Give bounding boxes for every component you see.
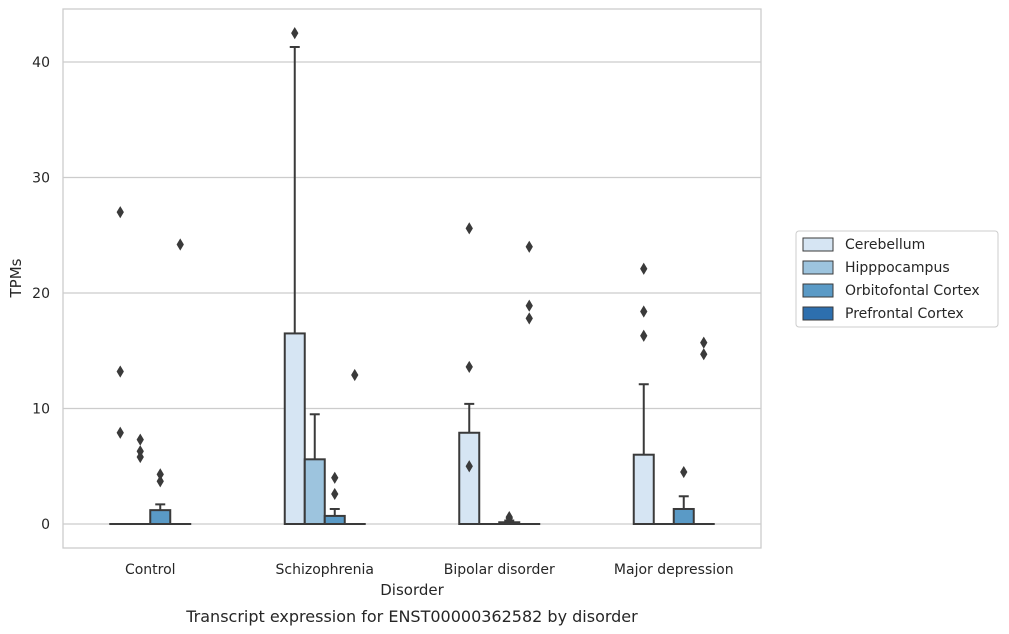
outlier-point: [525, 299, 533, 312]
box-group: [692, 336, 715, 526]
legend-label: Orbitofontal Cortex: [845, 283, 980, 299]
chart-caption: Transcript expression for ENST0000036258…: [185, 607, 638, 626]
outlier-point: [465, 222, 473, 235]
x-tick-label: Bipolar disorder: [444, 562, 555, 578]
x-axis-label: Disorder: [380, 581, 444, 599]
box: [672, 507, 695, 525]
y-tick-label: 30: [32, 171, 50, 187]
box: [303, 458, 326, 526]
box-group: [149, 468, 172, 526]
box: [149, 509, 172, 526]
outlier-point: [700, 348, 708, 361]
plot-area: [63, 9, 761, 548]
y-tick-labels: 0 10 20 30 40: [32, 55, 50, 533]
outlier-point: [505, 512, 513, 525]
y-tick-label: 20: [32, 286, 50, 302]
x-tick-label: Control: [125, 562, 176, 578]
box-group: [498, 510, 521, 526]
outlier-point: [680, 465, 688, 479]
outlier-point: [465, 360, 473, 374]
y-tick-label: 10: [32, 402, 50, 418]
outlier-point: [176, 238, 184, 251]
legend-swatch: [802, 306, 834, 321]
y-tick-label: 0: [41, 517, 50, 533]
box-group: [672, 465, 695, 525]
legend-frame: [795, 230, 999, 328]
box-group: [518, 240, 541, 526]
legend-label: Prefrontal Cortex: [845, 306, 964, 322]
box-group: [343, 368, 366, 526]
legend-items: Cerebellum Hipppocampus Orbitofontal Corte…: [802, 237, 980, 322]
box-group: [283, 27, 306, 525]
legend-swatch: [802, 237, 834, 252]
outlier-point: [525, 240, 533, 253]
outlier-point: [465, 460, 473, 473]
box-group: [458, 222, 481, 526]
x-tick-labels: Control Schizophrenia Bipolar disorder Majo…: [125, 562, 734, 578]
box: [458, 431, 481, 526]
legend-label: Hipppocampus: [845, 260, 950, 276]
box-group: [169, 238, 192, 526]
legend: Cerebellum Hipppocampus Orbitofontal Corte…: [795, 230, 999, 328]
outlier-point: [116, 426, 124, 439]
box: [283, 332, 306, 525]
legend-swatch: [802, 283, 834, 298]
legend-swatch: [802, 260, 834, 275]
box-group: [109, 206, 132, 526]
outlier-point: [331, 471, 339, 484]
outlier-point: [525, 312, 533, 325]
box: [323, 514, 346, 525]
outlier-point: [116, 206, 124, 219]
y-tick-label: 40: [32, 55, 50, 71]
x-tick-label: Major depression: [614, 562, 734, 578]
y-axis-label: TPMs: [7, 258, 25, 298]
boxes-layer: [109, 27, 715, 526]
outlier-point: [291, 27, 299, 40]
box-group: [632, 262, 655, 526]
outlier-point: [331, 487, 339, 501]
x-tick-label: Schizophrenia: [276, 562, 374, 578]
outlier-point: [156, 475, 164, 488]
box: [632, 453, 655, 526]
outlier-point: [351, 368, 359, 382]
outlier-point: [640, 329, 648, 342]
box-group: [129, 433, 152, 526]
legend-label: Cerebellum: [845, 237, 925, 253]
outlier-point: [640, 262, 648, 275]
box-group: [303, 413, 326, 526]
plot-frame: [62, 8, 762, 549]
outlier-point: [136, 450, 144, 464]
box-group: [323, 471, 346, 525]
outlier-point: [640, 305, 648, 318]
outlier-point: [116, 365, 124, 378]
